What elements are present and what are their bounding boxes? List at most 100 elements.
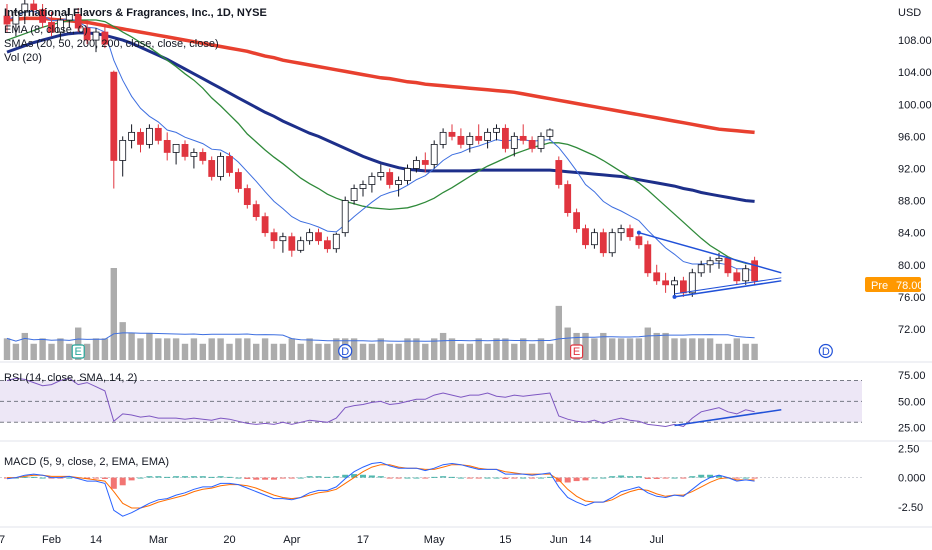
macd-histogram-bar: [190, 476, 197, 478]
candle[interactable]: [172, 144, 180, 153]
candle[interactable]: [154, 127, 162, 141]
dividend-marker[interactable]: D: [338, 343, 353, 359]
candle[interactable]: [662, 280, 669, 286]
candle[interactable]: [528, 139, 536, 149]
candle[interactable]: [181, 144, 189, 157]
candle[interactable]: [697, 264, 705, 274]
candle[interactable]: [671, 280, 678, 286]
candle[interactable]: [724, 257, 732, 274]
candle[interactable]: [288, 236, 296, 251]
candle[interactable]: [430, 144, 438, 165]
candle[interactable]: [137, 131, 144, 145]
candle[interactable]: [457, 135, 465, 145]
candle[interactable]: [128, 131, 136, 141]
candle[interactable]: [510, 135, 518, 149]
candle[interactable]: [163, 139, 171, 153]
candle[interactable]: [591, 232, 598, 246]
trendlines-layer[interactable]: [636, 230, 782, 299]
dividend-marker[interactable]: D: [818, 343, 833, 359]
candle[interactable]: [234, 172, 242, 189]
candle[interactable]: [484, 131, 492, 141]
candle[interactable]: [386, 172, 394, 185]
candle[interactable]: [653, 272, 661, 282]
candle[interactable]: [573, 212, 580, 230]
candle[interactable]: [297, 240, 305, 251]
candle[interactable]: [3, 15, 11, 25]
trendline-anchor[interactable]: [636, 230, 641, 235]
earnings-marker[interactable]: E: [71, 344, 85, 359]
candle[interactable]: [501, 127, 509, 149]
candle[interactable]: [350, 188, 358, 201]
candle[interactable]: [74, 14, 82, 29]
candle[interactable]: [626, 228, 634, 238]
candle[interactable]: [92, 31, 100, 41]
candle[interactable]: [751, 260, 758, 282]
candle[interactable]: [680, 280, 687, 294]
candle[interactable]: [368, 176, 376, 185]
candle[interactable]: [519, 135, 527, 141]
candle[interactable]: [119, 139, 127, 161]
candles-layer[interactable]: [3, 0, 758, 297]
candle[interactable]: [332, 233, 340, 250]
candle[interactable]: [199, 152, 207, 161]
candle[interactable]: [599, 232, 607, 254]
candle[interactable]: [39, 9, 46, 23]
rsi-trendline[interactable]: [674, 409, 782, 427]
candle[interactable]: [65, 14, 73, 21]
candle[interactable]: [252, 204, 260, 218]
candle[interactable]: [359, 184, 367, 189]
candle[interactable]: [145, 127, 153, 145]
candle[interactable]: [48, 22, 55, 33]
candle[interactable]: [315, 232, 322, 242]
earnings-marker[interactable]: E: [569, 344, 584, 359]
candle[interactable]: [404, 168, 411, 181]
candle[interactable]: [439, 131, 447, 145]
candle[interactable]: [279, 236, 287, 242]
candle[interactable]: [12, 11, 20, 25]
candle[interactable]: [83, 27, 91, 41]
candle[interactable]: [421, 160, 429, 165]
candle[interactable]: [101, 31, 109, 45]
candle[interactable]: [21, 3, 29, 13]
candle[interactable]: [226, 156, 233, 173]
candle[interactable]: [564, 184, 572, 214]
candle[interactable]: [110, 71, 118, 161]
candle[interactable]: [644, 244, 652, 274]
candle[interactable]: [617, 228, 625, 234]
candle[interactable]: [57, 19, 64, 33]
candle[interactable]: [208, 160, 216, 177]
candle[interactable]: [306, 232, 314, 242]
candle[interactable]: [190, 152, 198, 157]
candle[interactable]: [466, 135, 474, 145]
candle[interactable]: [412, 160, 420, 169]
candle[interactable]: [555, 160, 563, 185]
candle[interactable]: [377, 172, 385, 177]
trendline-anchor[interactable]: [672, 294, 677, 299]
candle[interactable]: [608, 232, 616, 254]
candle[interactable]: [323, 240, 331, 250]
candle[interactable]: [635, 236, 643, 246]
candle[interactable]: [30, 3, 38, 11]
candle[interactable]: [448, 131, 456, 137]
candle[interactable]: [395, 180, 403, 185]
candle[interactable]: [688, 272, 696, 294]
candle[interactable]: [582, 228, 589, 246]
triangle-lower-trendline[interactable]: [674, 280, 782, 298]
triangle-upper-trendline[interactable]: [638, 231, 782, 274]
candle[interactable]: [706, 260, 714, 266]
candle[interactable]: [475, 135, 483, 141]
candle[interactable]: [742, 268, 750, 282]
candle[interactable]: [546, 129, 554, 137]
candle[interactable]: [715, 257, 723, 262]
candle[interactable]: [493, 127, 500, 133]
candle[interactable]: [217, 156, 225, 177]
candle[interactable]: [243, 188, 251, 205]
candle[interactable]: [270, 232, 278, 242]
candle[interactable]: [341, 200, 349, 234]
candle[interactable]: [261, 216, 269, 234]
triangle-lower-trendline-parallel[interactable]: [674, 277, 782, 295]
candle[interactable]: [733, 272, 741, 282]
candle[interactable]: [537, 135, 545, 149]
